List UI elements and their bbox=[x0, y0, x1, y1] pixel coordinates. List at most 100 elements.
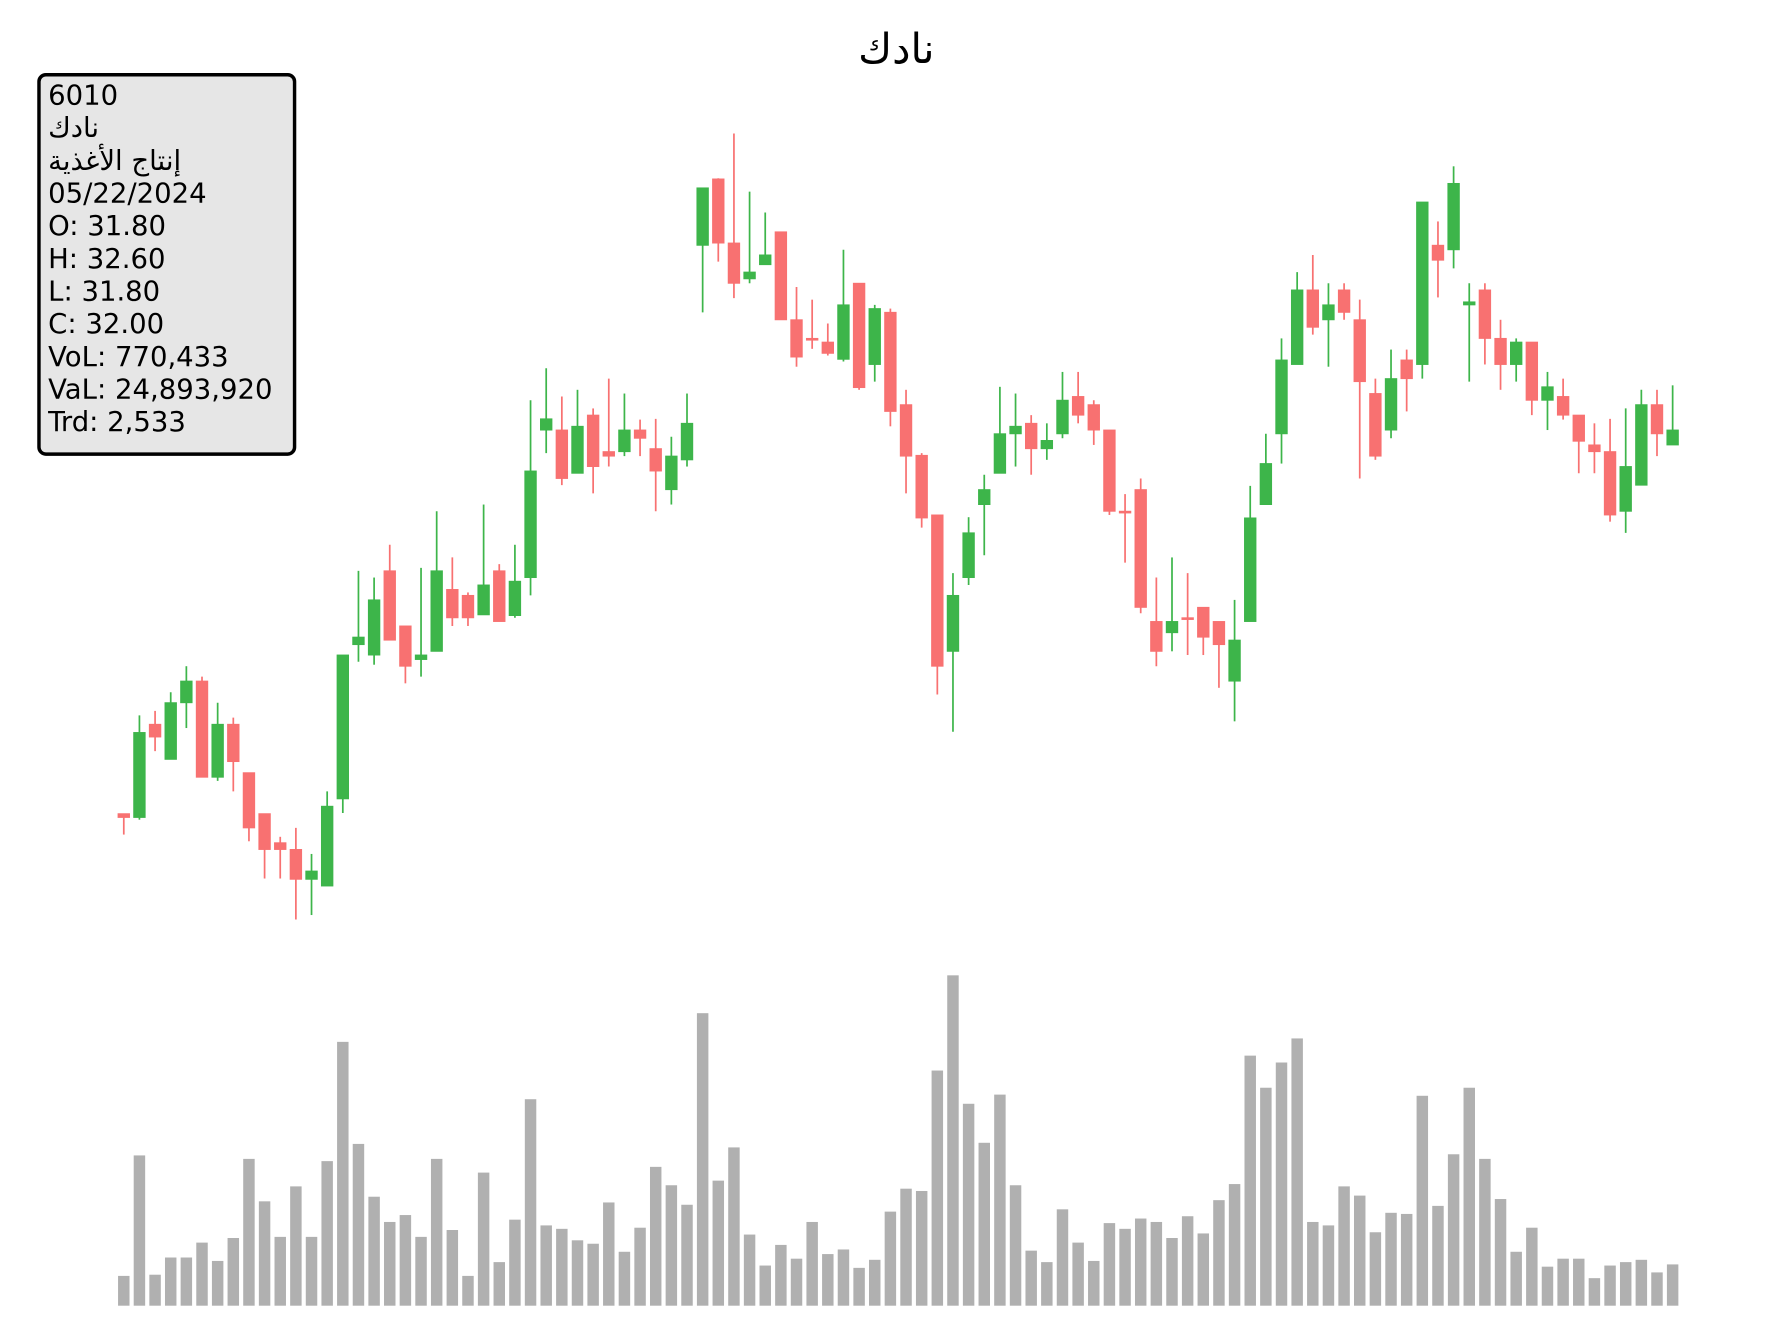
candle-body bbox=[133, 732, 146, 818]
candle-body bbox=[1181, 617, 1194, 620]
volume-bar bbox=[1041, 1262, 1053, 1306]
candle-body bbox=[508, 580, 522, 617]
volume-bar bbox=[806, 1221, 818, 1306]
candle-body bbox=[414, 654, 428, 660]
volume-bar bbox=[1260, 1087, 1272, 1306]
candle-body bbox=[227, 723, 240, 763]
info-line: O: 31.80 bbox=[48, 210, 166, 242]
info-line: نادك bbox=[48, 112, 99, 144]
candle-body bbox=[242, 772, 256, 829]
info-line: 6010 bbox=[48, 80, 118, 112]
volume-bar bbox=[149, 1274, 161, 1306]
candle-body bbox=[305, 870, 318, 880]
candle-body bbox=[148, 723, 162, 738]
volume-bar bbox=[540, 1225, 552, 1306]
volume-bar bbox=[962, 1103, 975, 1306]
candle-body bbox=[352, 636, 365, 646]
volume-bar bbox=[1557, 1258, 1569, 1306]
volume-bar bbox=[274, 1236, 286, 1306]
volume-bar bbox=[1275, 1062, 1288, 1306]
candle-body bbox=[978, 489, 991, 505]
candle-body bbox=[1510, 341, 1523, 365]
volume-bar bbox=[133, 1155, 146, 1306]
volume-bar bbox=[337, 1041, 349, 1306]
candle-body bbox=[649, 448, 662, 472]
candle-body bbox=[1259, 463, 1273, 505]
volume-bar bbox=[384, 1221, 396, 1306]
candle-body bbox=[430, 570, 443, 652]
info-line: 05/22/2024 bbox=[48, 178, 207, 210]
candle-body bbox=[571, 425, 584, 474]
volume-bar bbox=[1056, 1209, 1069, 1306]
candle-body bbox=[493, 570, 506, 622]
candle-body bbox=[852, 282, 866, 389]
candle-body bbox=[1025, 422, 1038, 450]
candle-body bbox=[383, 570, 396, 641]
volume-bar bbox=[1213, 1200, 1225, 1306]
candle-body bbox=[1478, 289, 1492, 339]
info-line: Trd: 2,533 bbox=[47, 406, 186, 438]
volume-bar bbox=[556, 1228, 568, 1306]
volume-bar bbox=[743, 1234, 756, 1306]
candle-body bbox=[1040, 440, 1054, 450]
volume-bar bbox=[1463, 1087, 1475, 1306]
volume-bar bbox=[634, 1227, 646, 1306]
volume-bar bbox=[462, 1275, 474, 1306]
candle-body bbox=[461, 594, 475, 619]
volume-bar bbox=[446, 1230, 459, 1306]
info-box bbox=[37, 73, 297, 456]
candle-body bbox=[1666, 429, 1679, 446]
volume-bar bbox=[1322, 1225, 1335, 1306]
candle-body bbox=[774, 231, 788, 321]
volume-bar bbox=[1291, 1038, 1303, 1306]
candle-body bbox=[680, 422, 694, 461]
volume-bar bbox=[1573, 1258, 1585, 1306]
candle-body bbox=[1635, 404, 1648, 486]
candle-body bbox=[1400, 359, 1413, 380]
volume-bar bbox=[399, 1215, 412, 1306]
volume-bar bbox=[1150, 1221, 1163, 1306]
candle-body bbox=[727, 242, 741, 284]
candle-body bbox=[993, 433, 1007, 474]
volume-bar bbox=[415, 1236, 427, 1306]
volume-bar bbox=[118, 1275, 130, 1306]
volume-bar bbox=[1307, 1221, 1319, 1306]
candle-body bbox=[1603, 451, 1617, 516]
volume-bar bbox=[837, 1249, 850, 1306]
volume-bar bbox=[243, 1158, 255, 1306]
volume-bar bbox=[211, 1260, 224, 1306]
volume-bar bbox=[1228, 1184, 1241, 1306]
volume-bar bbox=[1416, 1095, 1429, 1306]
candle-body bbox=[1337, 289, 1351, 313]
volume-bar bbox=[696, 1013, 709, 1306]
volume-bar bbox=[1588, 1278, 1601, 1306]
volume-bar bbox=[1619, 1262, 1632, 1306]
volume-bar bbox=[1103, 1223, 1116, 1306]
volume-bar bbox=[681, 1204, 693, 1306]
volume-bar bbox=[196, 1242, 208, 1306]
candle-body bbox=[633, 429, 647, 439]
volume-bar bbox=[258, 1201, 271, 1306]
volume-bar bbox=[1119, 1228, 1131, 1306]
volume-bar bbox=[180, 1257, 193, 1306]
volume-bar bbox=[1604, 1265, 1616, 1306]
volume-bar bbox=[915, 1190, 928, 1306]
volume-bar bbox=[430, 1158, 443, 1306]
volume-bar bbox=[1009, 1185, 1022, 1306]
candle-body bbox=[899, 404, 913, 457]
candle-body bbox=[1150, 621, 1163, 652]
candle-body bbox=[1244, 517, 1257, 622]
volume-bar bbox=[712, 1180, 725, 1306]
candle-body bbox=[1650, 404, 1664, 435]
candle-body bbox=[1494, 337, 1507, 365]
candle-body bbox=[1212, 621, 1226, 646]
volume-bar bbox=[869, 1259, 881, 1306]
candle-body bbox=[524, 470, 537, 579]
volume-bar bbox=[1072, 1242, 1084, 1306]
volume-bar bbox=[164, 1257, 177, 1306]
volume-bar bbox=[1385, 1212, 1397, 1306]
volume-bar bbox=[305, 1236, 318, 1306]
volume-bar bbox=[1666, 1264, 1679, 1306]
volume-bar bbox=[1651, 1272, 1663, 1306]
candle-body bbox=[1228, 639, 1241, 682]
